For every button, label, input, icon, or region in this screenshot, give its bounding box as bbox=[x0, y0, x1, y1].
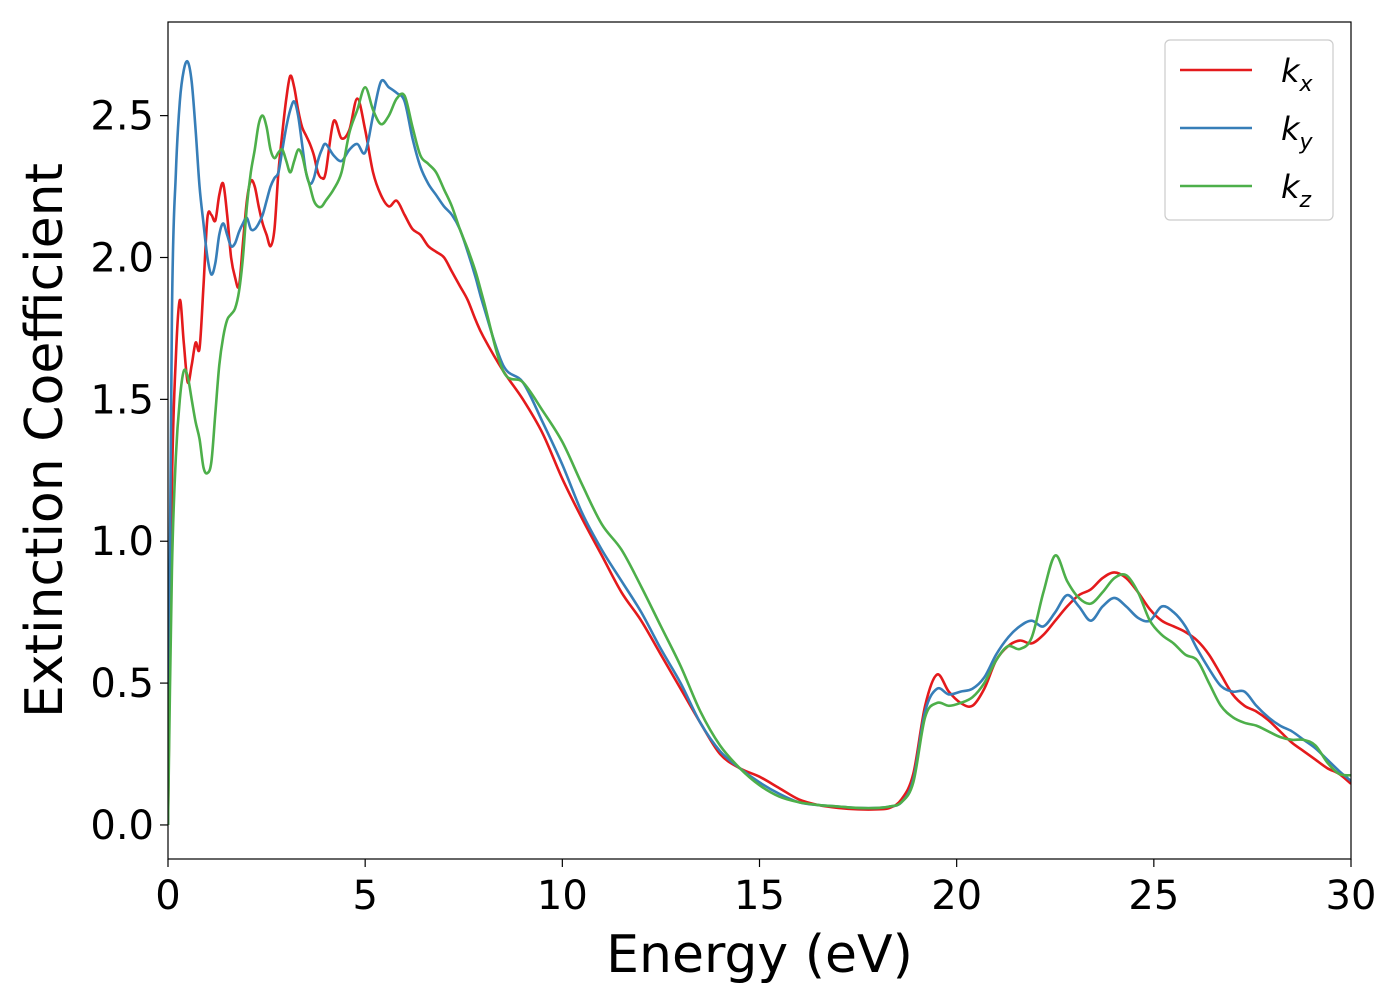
y-tick-label: 2.0 bbox=[90, 235, 154, 281]
y-tick-label: 1.0 bbox=[90, 519, 154, 565]
x-tick-label: 30 bbox=[1326, 873, 1377, 919]
series-layer bbox=[168, 59, 1351, 825]
y-tick-label: 0.5 bbox=[90, 661, 154, 707]
x-tick-label: 0 bbox=[155, 873, 180, 919]
legend-label-z: kz bbox=[1281, 168, 1312, 213]
series-line-z bbox=[168, 85, 1351, 825]
x-axis-ticks: 0 5 10 15 20 25 30 bbox=[155, 859, 1376, 919]
x-tick-label: 25 bbox=[1128, 873, 1179, 919]
x-tick-label: 15 bbox=[734, 873, 785, 919]
legend-label-y: ky bbox=[1281, 110, 1314, 155]
legend-label-x: kx bbox=[1281, 52, 1314, 97]
legend: kx ky kz bbox=[1164, 39, 1334, 221]
y-tick-label: 1.5 bbox=[90, 377, 154, 423]
x-axis-label: Energy (eV) bbox=[606, 925, 913, 985]
x-tick-label: 5 bbox=[352, 873, 377, 919]
series-line-y bbox=[168, 59, 1351, 825]
legend-box bbox=[1164, 39, 1334, 221]
y-tick-label: 0.0 bbox=[90, 803, 154, 849]
x-tick-label: 20 bbox=[931, 873, 982, 919]
y-axis-label: Extinction Coefficient bbox=[15, 163, 75, 718]
y-tick-label: 2.5 bbox=[90, 94, 154, 140]
y-axis-ticks: 0.0 0.5 1.0 1.5 2.0 2.5 bbox=[90, 94, 168, 849]
x-tick-label: 10 bbox=[537, 873, 588, 919]
